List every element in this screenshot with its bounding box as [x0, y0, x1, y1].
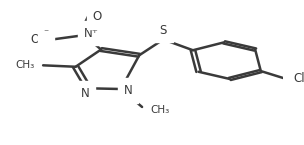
Text: ⁻: ⁻	[43, 28, 49, 38]
Text: N: N	[123, 84, 132, 97]
Text: N: N	[81, 87, 90, 100]
Text: Cl: Cl	[293, 72, 304, 85]
Text: CH₃: CH₃	[16, 60, 35, 70]
Text: O: O	[30, 33, 39, 46]
Text: O: O	[92, 10, 102, 23]
Text: S: S	[160, 24, 167, 37]
Text: CH₃: CH₃	[150, 105, 170, 115]
Text: N⁺: N⁺	[84, 27, 98, 39]
